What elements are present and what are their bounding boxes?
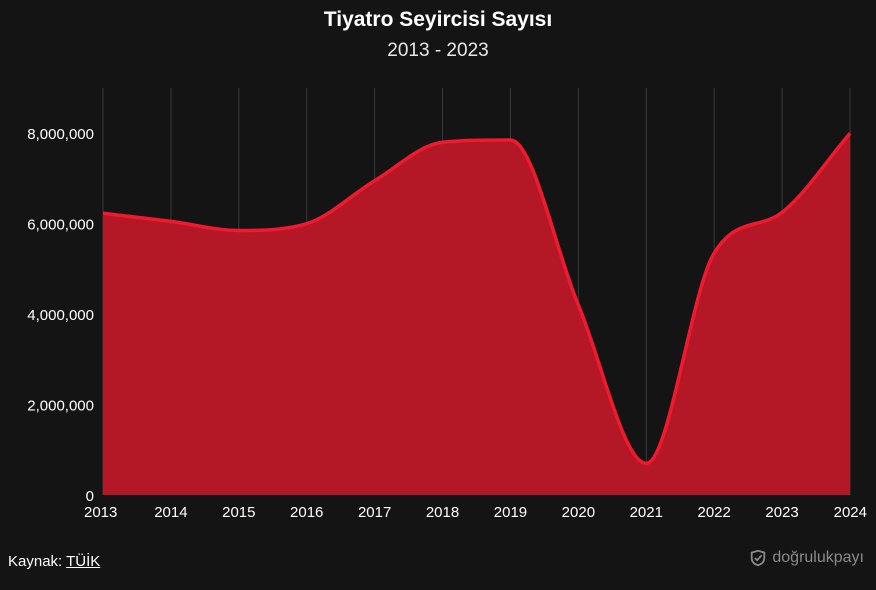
y-axis-ticks: 0 2,000,000 4,000,000 6,000,000 8,000,000 [27, 126, 94, 505]
brand-logo: doğrulukpayı [749, 549, 864, 567]
x-axis-ticks: 2013 2014 2015 2016 2017 2018 2019 2020 2021 2022… [84, 504, 867, 521]
y-tick-label: 4,000,000 [27, 307, 94, 324]
source-note: Kaynak: TÜİK [8, 553, 100, 570]
x-tick-label: 2022 [697, 504, 730, 521]
chart-subtitle: 2013 - 2023 [387, 40, 489, 61]
x-tick-label: 2024 [834, 504, 867, 521]
x-tick-label: 2018 [426, 504, 459, 521]
y-tick-label: 6,000,000 [27, 217, 94, 234]
check-shield-icon [751, 549, 766, 567]
x-tick-label: 2016 [290, 504, 323, 521]
x-tick-label: 2019 [494, 504, 527, 521]
series-line [102, 132, 852, 466]
x-tick-label: 2020 [562, 504, 595, 521]
source-link[interactable]: TÜİK [66, 553, 101, 570]
source-prefix: Kaynak: [8, 553, 67, 570]
chart-title: Tiyatro Seyircisi Sayısı [323, 8, 553, 31]
x-tick-label: 2021 [630, 504, 663, 521]
x-tick-label: 2013 [84, 504, 117, 521]
y-tick-label: 0 [86, 488, 94, 505]
x-tick-label: 2023 [765, 504, 798, 521]
x-tick-label: 2014 [154, 504, 187, 521]
x-tick-label: 2015 [222, 504, 255, 521]
brand-name: doğrulukpayı [772, 549, 864, 566]
y-tick-label: 8,000,000 [27, 126, 94, 143]
y-tick-label: 2,000,000 [27, 398, 94, 415]
series-area [103, 133, 850, 495]
x-tick-label: 2017 [358, 504, 391, 521]
